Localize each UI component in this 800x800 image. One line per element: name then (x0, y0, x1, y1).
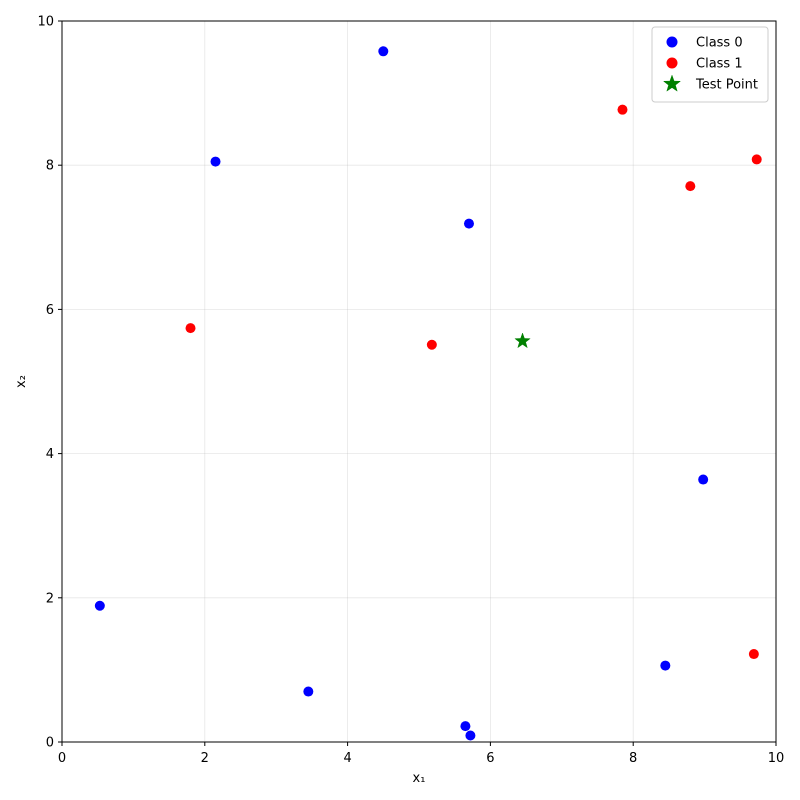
x-axis-title: x₁ (413, 771, 426, 786)
data-point (748, 649, 759, 660)
axis-ticks: 0 2 4 6 8 10 0 2 4 6 8 10 (37, 15, 784, 767)
data-point (617, 104, 628, 115)
x-tick-label: 0 (58, 751, 66, 766)
x-tick-label: 10 (768, 751, 785, 766)
data-point (185, 323, 196, 334)
data-point (660, 660, 671, 671)
legend: Class 0 Class 1 Test Point (651, 26, 769, 103)
legend-label: Class 0 (696, 36, 743, 51)
data-point (378, 46, 389, 57)
x-tick-label: 8 (629, 751, 637, 766)
legend-label: Class 1 (696, 57, 743, 72)
data-point (685, 181, 696, 192)
plot-frame (61, 20, 777, 743)
data-point (426, 339, 437, 350)
y-axis-title: x₂ (14, 375, 29, 388)
y-tick-label: 6 (46, 303, 54, 318)
data-point (751, 154, 762, 165)
data-points (94, 46, 762, 741)
y-tick-label: 4 (46, 447, 54, 462)
data-point (94, 600, 105, 611)
legend-label: Test Point (695, 78, 758, 93)
y-tick-label: 8 (46, 159, 54, 174)
x-tick-label: 6 (486, 751, 494, 766)
x-tick-label: 2 (201, 751, 209, 766)
y-tick-label: 2 (46, 591, 54, 606)
legend-marker (662, 74, 682, 92)
data-point (463, 218, 474, 229)
y-tick-label: 10 (37, 15, 54, 30)
legend-box (651, 26, 769, 103)
data-point (303, 686, 314, 697)
data-point (460, 721, 471, 732)
data-point (465, 730, 476, 741)
y-tick-label: 0 (46, 736, 54, 751)
legend-marker (666, 36, 678, 48)
data-point (210, 156, 221, 167)
x-tick-label: 4 (343, 751, 351, 766)
data-point (698, 474, 709, 485)
test-point-marker (514, 332, 531, 349)
legend-marker (666, 57, 678, 69)
